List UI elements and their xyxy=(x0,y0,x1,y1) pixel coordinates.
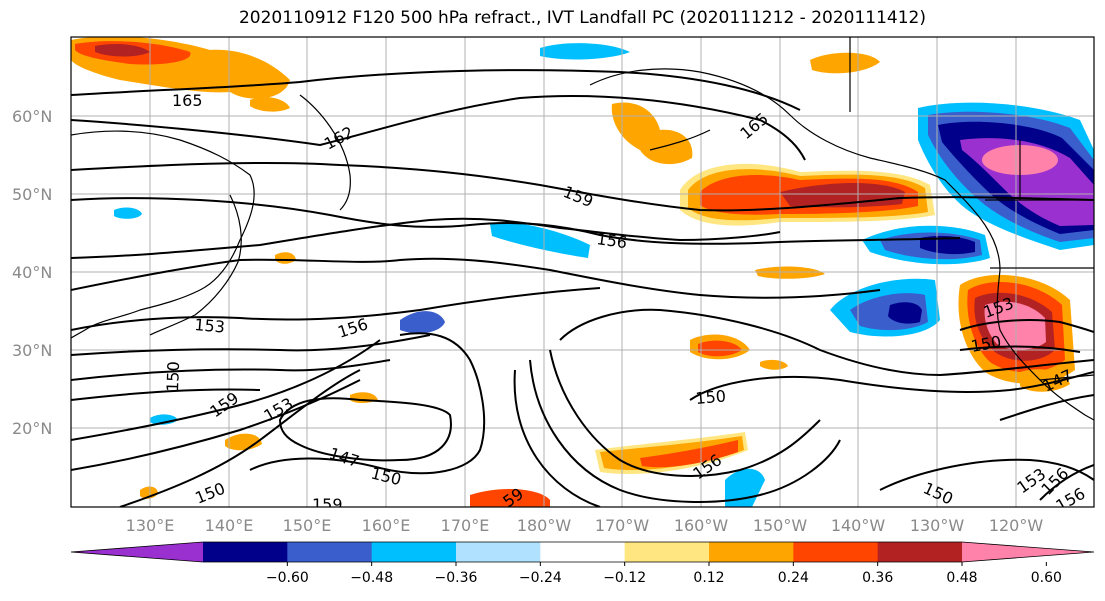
colorbar-tick-label: −0.12 xyxy=(603,570,646,586)
colorbar-tick-label: 0.48 xyxy=(946,570,977,586)
colorbar-segment xyxy=(540,542,626,562)
plot-border xyxy=(70,36,1095,508)
svg-text:156: 156 xyxy=(595,229,628,252)
lon-label: 160°W xyxy=(674,516,729,535)
lon-label: 170°W xyxy=(595,516,650,535)
coastlines xyxy=(71,37,1094,421)
colorbar-tick-label: −0.48 xyxy=(350,570,393,586)
longitude-labels: 130°E 140°E 150°E 160°E 170°E 180°W 170°… xyxy=(126,516,1044,535)
colorbar-segment xyxy=(371,542,457,562)
lat-label: 40°N xyxy=(12,263,52,282)
lon-label: 160°E xyxy=(362,516,411,535)
lon-label: 150°W xyxy=(753,516,808,535)
colorbar-tick-label: −0.60 xyxy=(266,570,309,586)
lon-label: 150°E xyxy=(283,516,332,535)
colorbar-segment xyxy=(456,542,541,562)
svg-text:59: 59 xyxy=(499,484,527,511)
lat-label: 60°N xyxy=(12,107,52,126)
colorbar-tick-label: 0.36 xyxy=(862,570,893,586)
colorbar-tick-label: −0.36 xyxy=(435,570,478,586)
shaded-field xyxy=(71,37,1094,507)
lon-label: 130°E xyxy=(126,516,175,535)
colorbar-segment xyxy=(203,542,288,562)
lon-label: 120°W xyxy=(989,516,1044,535)
contours xyxy=(71,69,1094,507)
graticule xyxy=(71,37,1094,507)
lat-label: 20°N xyxy=(12,419,52,438)
colorbar-segment xyxy=(287,542,373,562)
colorbar: −0.60 −0.48 −0.36 −0.24 −0.12 0.12 0.24 0.36 0.4… xyxy=(70,541,1095,586)
colorbar-tick-label: 0.24 xyxy=(778,570,809,586)
lat-label: 50°N xyxy=(12,185,52,204)
colorbar-tick-label: 0.60 xyxy=(1031,570,1062,586)
lon-label: 140°E xyxy=(205,516,254,535)
colorbar-segment xyxy=(709,542,794,562)
lon-label: 140°W xyxy=(831,516,886,535)
colorbar-tick-label: −0.24 xyxy=(519,570,562,586)
colorbar-segment xyxy=(71,542,203,562)
svg-text:150: 150 xyxy=(163,361,183,392)
svg-text:153: 153 xyxy=(194,315,226,337)
svg-text:165: 165 xyxy=(172,91,203,110)
lon-label: 130°W xyxy=(910,516,965,535)
colorbar-tick-label: 0.12 xyxy=(693,570,724,586)
lon-label: 170°E xyxy=(441,516,490,535)
colorbar-segment xyxy=(793,542,879,562)
colorbar-segment xyxy=(962,542,1094,562)
svg-text:159: 159 xyxy=(312,495,343,514)
lat-label: 30°N xyxy=(12,341,52,360)
lon-label: 180°W xyxy=(517,516,572,535)
colorbar-segment xyxy=(877,542,963,562)
colorbar-segment xyxy=(624,542,710,562)
colorbar-outline xyxy=(70,541,1095,563)
map-title: 2020110912 F120 500 hPa refract., IVT La… xyxy=(238,8,926,28)
svg-text:150: 150 xyxy=(695,386,727,408)
latitude-labels: 60°N 50°N 40°N 30°N 20°N xyxy=(12,107,52,438)
